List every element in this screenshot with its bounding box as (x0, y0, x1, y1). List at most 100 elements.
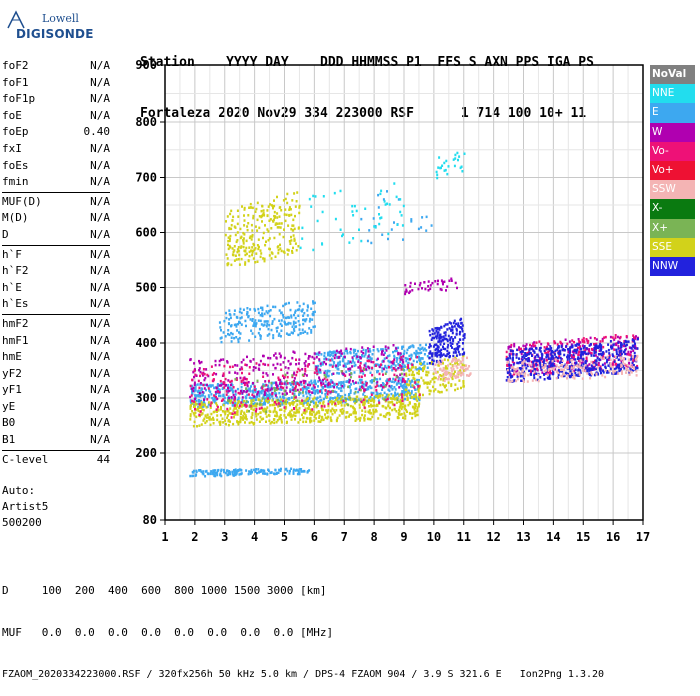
echo-point (430, 362, 433, 365)
echo-point (628, 362, 630, 365)
echo-point (393, 407, 396, 411)
echo-point (401, 365, 404, 369)
echo-point (245, 378, 248, 381)
echo-point (543, 373, 546, 376)
param-name: yF1 (2, 383, 22, 397)
echo-point (222, 374, 225, 377)
legend-item: W (650, 122, 695, 142)
echo-point (414, 366, 417, 369)
echo-point (531, 347, 533, 351)
echo-point (289, 308, 292, 312)
echo-point (549, 358, 552, 361)
echo-point (198, 386, 201, 390)
echo-point (253, 404, 256, 407)
echo-point (264, 224, 266, 227)
echo-point (259, 415, 262, 419)
echo-point (566, 372, 568, 375)
echo-point (194, 401, 197, 404)
echo-point (282, 316, 285, 319)
echo-point (238, 331, 240, 334)
echo-point (632, 334, 635, 337)
echo-point (351, 356, 354, 359)
echo-point (313, 415, 316, 418)
echo-point (633, 356, 636, 359)
echo-point (444, 371, 447, 375)
echo-point (331, 373, 333, 376)
echo-point (579, 362, 581, 365)
echo-point (419, 351, 421, 355)
echo-point (623, 342, 626, 345)
echo-point (240, 401, 243, 404)
echo-point (422, 366, 424, 370)
echo-point (623, 362, 626, 366)
echo-point (420, 351, 423, 354)
echo-point (253, 385, 256, 388)
echo-point (354, 391, 357, 394)
echo-point (218, 363, 221, 367)
echo-point (338, 400, 341, 403)
echo-point (225, 401, 228, 404)
echo-point (518, 346, 520, 349)
echo-point (310, 387, 313, 390)
echo-point (201, 391, 204, 394)
echo-point (402, 345, 405, 348)
echo-point (531, 379, 534, 382)
echo-point (444, 168, 447, 172)
echo-point (325, 362, 327, 366)
echo-point (246, 409, 249, 412)
echo-point (571, 362, 574, 365)
echo-point (272, 363, 275, 367)
echo-point (263, 391, 266, 394)
echo-point (559, 368, 562, 372)
echo-point (538, 356, 541, 360)
echo-point (320, 418, 323, 422)
echo-point (437, 166, 440, 169)
echo-point (247, 472, 250, 476)
echo-point (224, 471, 227, 475)
echo-point (293, 387, 296, 390)
echo-point (416, 399, 419, 403)
echo-point (396, 223, 399, 226)
echo-point (539, 376, 542, 379)
echo-point (415, 350, 418, 353)
echo-point (442, 377, 445, 381)
echo-point (612, 354, 614, 358)
echo-point (580, 366, 583, 369)
param-name: fxI (2, 141, 22, 155)
echo-point (604, 375, 607, 379)
echo-point (274, 352, 277, 355)
echo-point (509, 349, 512, 352)
echo-point (427, 289, 430, 292)
echo-point (305, 398, 308, 401)
echo-point (536, 368, 539, 372)
echo-point (594, 347, 597, 350)
echo-point (446, 339, 449, 343)
echo-point (280, 408, 283, 411)
echo-point (329, 350, 331, 354)
echo-point (442, 338, 445, 341)
echo-point (522, 379, 525, 382)
echo-point (513, 342, 516, 346)
echo-point (445, 337, 448, 341)
echo-point (258, 363, 261, 367)
echo-point (317, 380, 320, 383)
echo-point (528, 369, 531, 373)
echo-point (358, 375, 361, 378)
echo-point (252, 324, 255, 327)
echo-point (373, 410, 376, 414)
echo-point (428, 382, 431, 385)
echo-point (195, 394, 198, 397)
echo-point (237, 258, 240, 261)
echo-point (401, 224, 404, 227)
echo-point (280, 209, 283, 212)
echo-point (232, 215, 235, 219)
echo-point (539, 366, 542, 369)
echo-point (399, 373, 402, 376)
echo-point (436, 334, 439, 338)
echo-point (298, 407, 301, 410)
echo-point (306, 407, 309, 410)
echo-point (240, 366, 243, 369)
echo-point (345, 415, 348, 419)
echo-point (192, 389, 195, 393)
echo-point (253, 307, 256, 311)
